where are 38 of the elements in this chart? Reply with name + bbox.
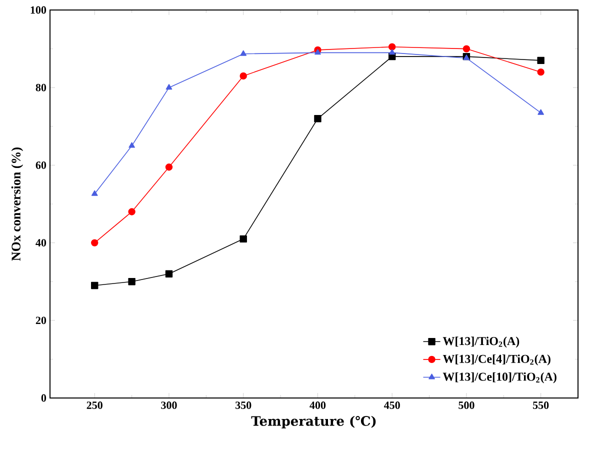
- point: [91, 282, 98, 290]
- y-tick-label: 60: [36, 161, 46, 169]
- point: [91, 190, 98, 196]
- point: [537, 68, 544, 76]
- y-tick-label: 100: [30, 6, 46, 14]
- x-tick-label: 300: [161, 402, 177, 409]
- legend-label: W[13]/TiO$_{2}$(A): [442, 336, 520, 348]
- point: [240, 50, 247, 56]
- y-axis-title: NOx conversion (%): [11, 148, 24, 261]
- point: [314, 115, 322, 122]
- x-tick-label: 250: [86, 402, 102, 409]
- point: [165, 164, 173, 171]
- point: [128, 208, 136, 216]
- x-axis-title: Temperature (℃): [251, 416, 376, 428]
- y-tick-label: 40: [36, 239, 46, 247]
- point: [240, 235, 247, 243]
- x-tick-label: 350: [236, 402, 252, 409]
- point: [388, 49, 396, 55]
- point: [537, 56, 544, 64]
- point: [166, 84, 172, 90]
- point: [165, 270, 173, 278]
- legend-label: W[13]/Ce[10]/TiO$_{2}$(A): [442, 372, 556, 384]
- x-tick-label: 500: [458, 402, 474, 409]
- legend-label: W[13]/Ce[4]/TiO$_{2}$(A): [442, 354, 550, 366]
- point: [314, 49, 321, 55]
- point: [462, 45, 470, 52]
- point: [128, 142, 135, 148]
- point: [240, 72, 247, 80]
- y-tick-label: 20: [36, 316, 46, 324]
- y-tick-label: 0: [41, 394, 46, 402]
- x-tick-label: 400: [310, 402, 326, 409]
- y-tick-label: 80: [36, 84, 46, 92]
- x-tick-label: 550: [533, 402, 549, 409]
- x-tick-label: 450: [384, 402, 400, 409]
- point: [128, 278, 136, 286]
- point: [91, 239, 98, 246]
- point: [538, 109, 544, 115]
- point: [388, 43, 396, 50]
